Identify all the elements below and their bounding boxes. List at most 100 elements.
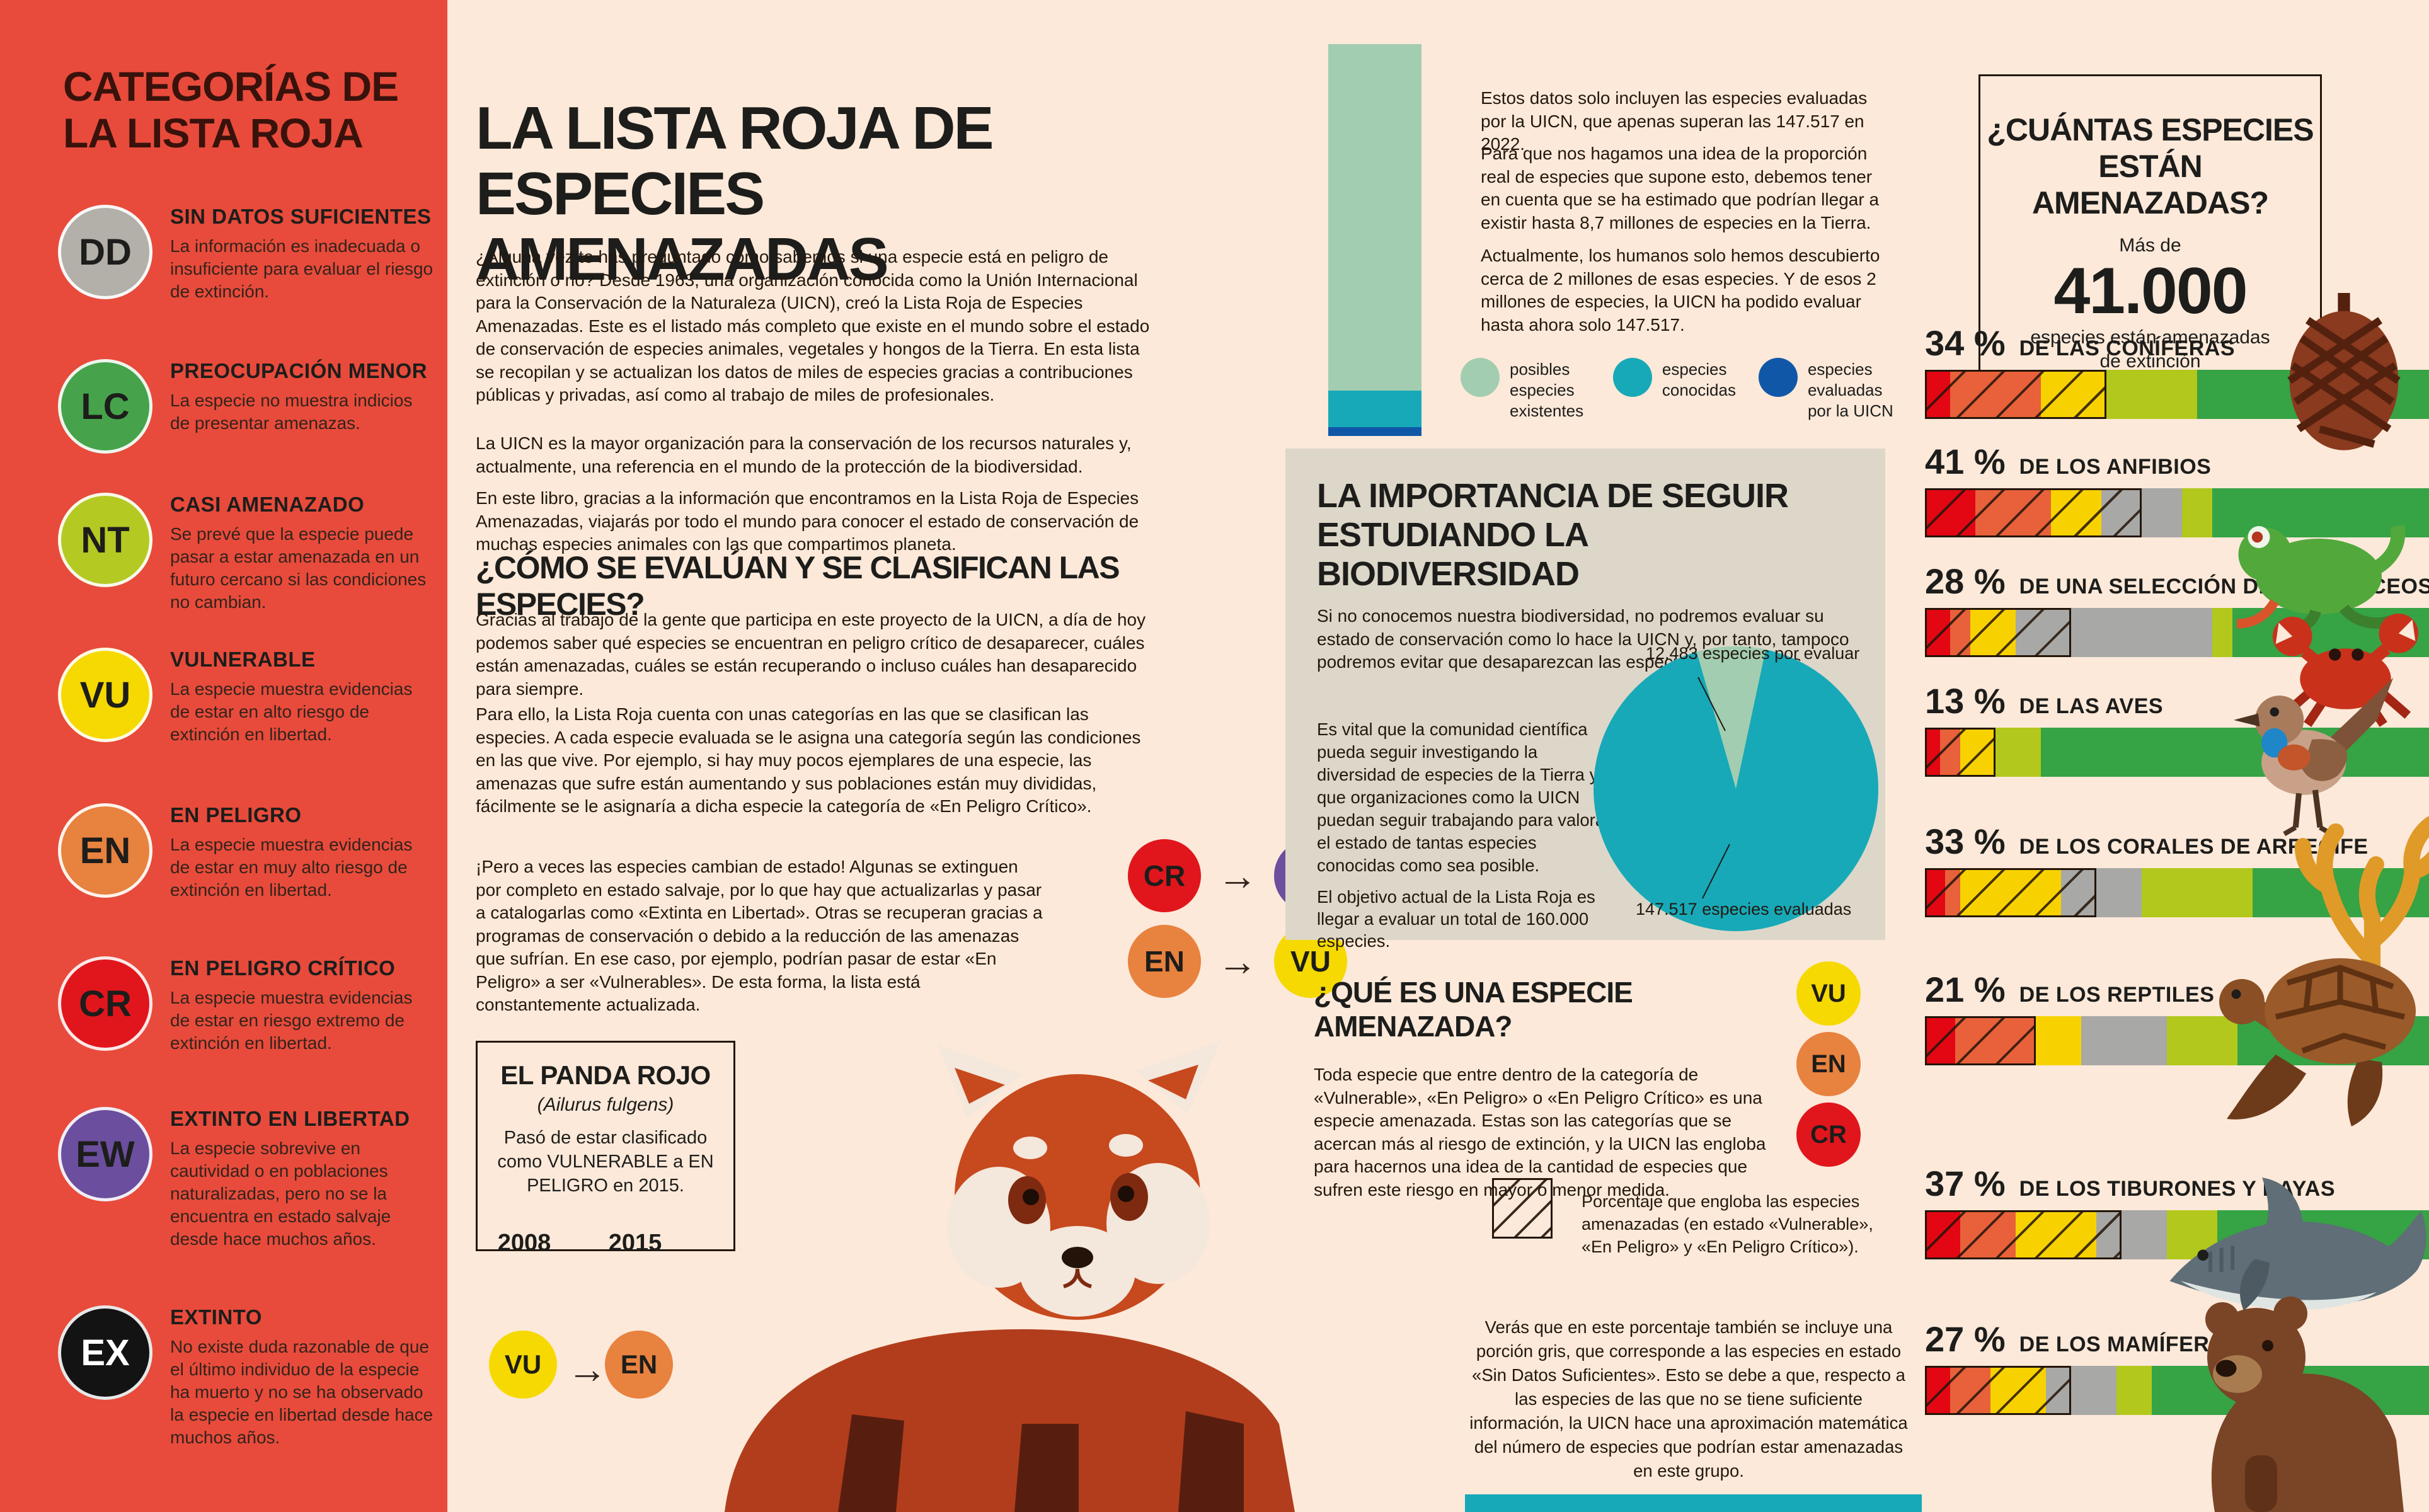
category-item: LC PREOCUPACIÓN MENOR La especie no muestr… — [58, 359, 436, 454]
category-text: VULNERABLE La especie muestra evidencias … — [170, 648, 435, 746]
stacked-bar-legend: posibles especies existentes especies con… — [1461, 358, 1902, 421]
pie-evaluated-label: 147.517 especies evaluadas — [1636, 900, 1852, 919]
pie-evaluated-pointer-line — [1702, 844, 1730, 899]
species-bar-percent: 34 % — [1925, 323, 2006, 363]
pinecone-icon — [2268, 284, 2420, 454]
threatened-badge-cr: CR — [1796, 1102, 1861, 1167]
category-item: VU VULNERABLE La especie muestra evidencia… — [58, 648, 436, 746]
species-bar-label: 21 % DE LOS REPTILES — [1925, 969, 2429, 1010]
species-bar-percent: 28 % — [1925, 561, 2006, 601]
threatened-hatch-overlay — [1925, 488, 2142, 537]
page-title: LA LISTA ROJA DE ESPECIES AMENAZADAS — [476, 94, 994, 294]
category-text: CASI AMENAZADO Se prevé que la especie pu… — [170, 493, 435, 614]
category-name: EN PELIGRO — [170, 803, 302, 827]
category-description: La especie sobrevive en cautividad o en … — [170, 1138, 391, 1249]
stack-segment — [1328, 391, 1421, 428]
bar-segment-yellowgreen — [2182, 488, 2212, 537]
threatened-hatch-overlay — [1925, 1016, 2036, 1065]
bear-icon — [2155, 1285, 2426, 1512]
intro-paragraph-3: En este libro, gracias a la información … — [476, 488, 1139, 554]
threatened-species-paragraph: Toda especie que entre dentro de la cate… — [1314, 1065, 1766, 1200]
bar-segment-yellow — [2036, 1016, 2081, 1065]
category-description: La especie muestra evidencias de estar e… — [170, 679, 413, 744]
category-text: SIN DATOS SUFICIENTES La información es i… — [170, 205, 435, 303]
category-name: VULNERABLE — [170, 648, 316, 671]
bar-segment-yellowgreen — [2116, 1366, 2152, 1415]
panda-year-from: 2008 — [497, 1230, 551, 1256]
threatened-hatch-overlay — [1925, 868, 2096, 917]
fact-box-scientific-name: (Ailurus fulgens) — [537, 1094, 674, 1115]
species-bar-label: 13 % DE LAS AVES — [1925, 680, 2429, 721]
fact-box-title: EL PANDA ROJO — [500, 1060, 711, 1090]
category-badge: EW — [58, 1107, 152, 1201]
species-bar-percent: 21 % — [1925, 970, 2006, 1009]
bar-segment-yellowgreen — [2212, 608, 2232, 657]
threatened-species-heading: ¿QUÉ ES UNA ESPECIE AMENAZADA? — [1314, 976, 1633, 1043]
bar-segment-yellowgreen — [1995, 728, 2041, 777]
species-bar-percent: 27 % — [1925, 1319, 2006, 1359]
gray-portion-note: Verás que en este porcentaje también se … — [1469, 1317, 1908, 1480]
species-bar-category: DE LOS MAMÍFEROS — [2019, 1332, 2241, 1356]
category-name: CASI AMENAZADO — [170, 493, 365, 516]
species-bar-track — [1925, 488, 2429, 537]
species-bar-category: DE LAS AVES — [2019, 694, 2164, 718]
data-note-2: Para que nos hagamos una idea de la prop… — [1481, 144, 1880, 232]
category-badge: VU — [58, 648, 152, 742]
category-badge: NT — [58, 493, 152, 587]
bird-icon — [2231, 652, 2426, 869]
red-list-categories-sidebar: CATEGORÍAS DE LA LISTA ROJA DD SIN DATOS … — [0, 0, 447, 1512]
species-bar-row: 28 % DE UNA SELECCIÓN DE CRUSTÁCEOS — [1925, 561, 2429, 657]
threatened-hatch-overlay — [1925, 728, 1995, 777]
species-bar-track — [1925, 1016, 2429, 1065]
pie-remaining-pointer-line — [1697, 677, 1726, 731]
threatened-hatch-overlay — [1925, 1210, 2122, 1259]
intro-paragraph-1: ¿Alguna vez te has preguntado cómo sabem… — [476, 247, 1150, 404]
pie-remaining-label: 12.483 especies por evaluar — [1646, 644, 1860, 663]
intro-paragraph-2: La UICN es la mayor organización para la… — [476, 433, 1132, 476]
legend-dot-icon — [1758, 358, 1798, 397]
bar-segment-green — [2041, 728, 2429, 777]
frog-icon — [2218, 479, 2413, 636]
category-text: EXTINTO EN LIBERTAD La especie sobrevive … — [170, 1107, 435, 1251]
biodiversity-paragraph-3: El objetivo actual de la Lista Roja es l… — [1317, 886, 1595, 951]
biodiversity-paragraph-1: Si no conocemos nuestra biodiversidad, n… — [1317, 606, 1849, 672]
category-name: PREOCUPACIÓN MENOR — [170, 359, 428, 382]
category-description: Se prevé que la especie puede pasar a es… — [170, 524, 427, 612]
red-panda-illustration — [687, 1008, 1348, 1512]
legend-item: posibles especies existentes — [1461, 358, 1590, 421]
category-description: La especie no muestra indicios de presen… — [170, 391, 413, 433]
count-box-more: Más de — [2119, 235, 2181, 256]
category-name: EXTINTO — [170, 1305, 262, 1329]
category-badge: DD — [58, 205, 152, 299]
species-bar-row: 21 % DE LOS REPTILES — [1925, 969, 2429, 1065]
data-note-3: Actualmente, los humanos solo hemos desc… — [1481, 246, 1880, 335]
species-bar-label: 27 % DE LOS MAMÍFEROS — [1925, 1319, 2429, 1360]
category-text: EN PELIGRO CRÍTICO La especie muestra evi… — [170, 956, 435, 1055]
panda-year-to: 2015 — [608, 1230, 662, 1256]
species-bar-category: DE LAS CONÍFERAS — [2019, 336, 2235, 360]
species-bar-category: DE LOS REPTILES — [2019, 983, 2215, 1007]
category-description: La especie muestra evidencias de estar e… — [170, 988, 413, 1053]
threatened-badge-vu: VU — [1796, 961, 1861, 1026]
legend-item: especies evaluadas por la UICN — [1758, 358, 1902, 421]
threatened-badge-en: EN — [1796, 1032, 1861, 1096]
turtle-icon — [2193, 920, 2429, 1140]
category-badge: LC — [58, 359, 152, 454]
category-text: EN PELIGRO La especie muestra evidencias … — [170, 803, 435, 902]
transition-arrow-icon: → — [1217, 853, 1258, 898]
legend-dot-icon — [1612, 358, 1652, 397]
status-from-badge: CR — [1128, 839, 1201, 912]
category-badge: EN — [58, 803, 152, 898]
panda-status-to-badge: EN — [605, 1331, 673, 1399]
threatened-hatch-overlay — [1925, 608, 2071, 657]
count-box-number: 41.000 — [2053, 255, 2248, 328]
fact-box-description: Pasó de estar clasificado como VULNERABL… — [497, 1128, 714, 1196]
category-text: PREOCUPACIÓN MENOR La especie no muestra … — [170, 359, 435, 454]
category-item: NT CASI AMENAZADO Se prevé que la especie … — [58, 493, 436, 614]
category-name: EN PELIGRO CRÍTICO — [170, 956, 396, 980]
species-proportion-stacked-bar — [1328, 44, 1421, 436]
bar-segment-yellowgreen — [2106, 370, 2197, 419]
category-item: EW EXTINTO EN LIBERTAD La especie sobreviv… — [58, 1107, 436, 1251]
category-name: SIN DATOS SUFICIENTES — [170, 205, 432, 228]
